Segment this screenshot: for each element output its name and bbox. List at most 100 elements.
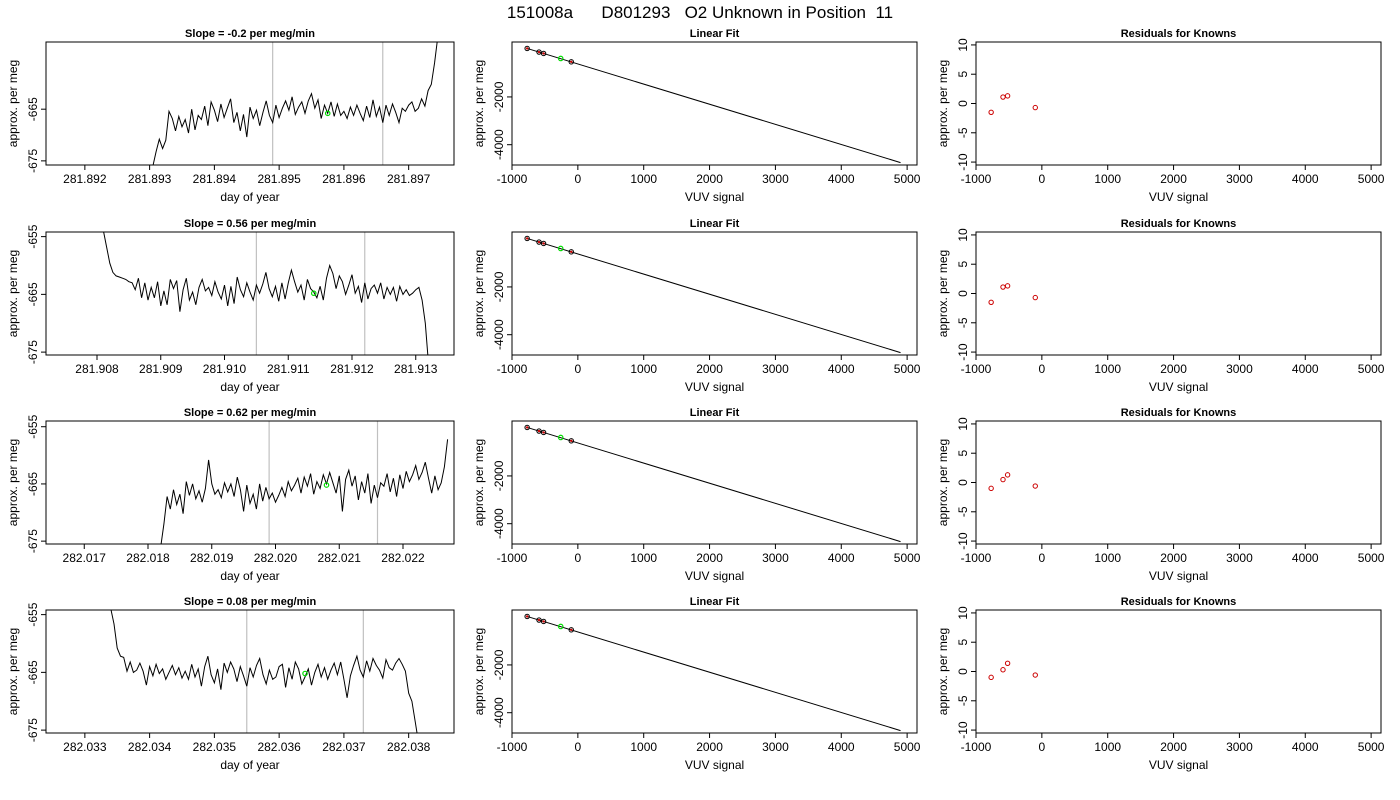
y-tick-label: -5 [956, 695, 970, 706]
x-axis-label: VUV signal [685, 758, 744, 772]
fit-line [527, 615, 901, 732]
y-tick-label: -10 [956, 153, 970, 171]
y-tick-label: -675 [26, 340, 40, 364]
panel-title: Linear Fit [690, 218, 740, 230]
known-point [540, 618, 547, 625]
fit-line [527, 47, 901, 164]
y-tick-label: -675 [26, 718, 40, 742]
plot-frame [975, 420, 1382, 545]
known-point [536, 239, 542, 245]
y-tick-label: 5 [956, 71, 970, 78]
x-tick-label: 282.019 [190, 551, 234, 565]
x-tick-label: 2000 [1160, 362, 1187, 376]
known-point-center [542, 431, 545, 434]
y-tick-label: 5 [956, 450, 970, 457]
x-tick-label: 281.893 [128, 172, 172, 186]
x-tick-label: 3000 [1226, 551, 1253, 565]
x-tick-label: 2000 [1160, 551, 1187, 565]
x-axis-label: VUV signal [1149, 758, 1208, 772]
known-point [536, 49, 542, 55]
x-tick-label: 282.033 [63, 740, 107, 754]
x-tick-label: 281.894 [193, 172, 237, 186]
x-tick-label: 4000 [828, 172, 855, 186]
plot-frame [511, 231, 918, 356]
y-tick-label: 0 [956, 479, 970, 486]
panel-title: Linear Fit [690, 596, 740, 608]
x-tick-label: 5000 [1358, 740, 1385, 754]
x-tick-label: 282.038 [387, 740, 431, 754]
residual-point [1004, 93, 1011, 99]
known-point [540, 50, 547, 57]
plot-frame [975, 231, 1382, 356]
x-tick-label: 281.908 [75, 362, 119, 376]
known-point [568, 438, 574, 444]
x-tick-label: 281.896 [322, 172, 366, 186]
x-tick-label: 1000 [630, 740, 657, 754]
x-tick-label: 0 [1039, 551, 1046, 565]
x-tick-label: 0 [575, 740, 582, 754]
x-tick-label: -1000 [497, 740, 528, 754]
y-tick-label: -675 [26, 529, 40, 553]
residual-point [988, 109, 994, 115]
residual-point [1000, 284, 1006, 290]
y-tick-label: -2000 [492, 81, 506, 112]
y-tick-label: -655 [26, 414, 40, 438]
known-point-center [537, 50, 541, 54]
x-tick-label: -1000 [961, 740, 992, 754]
residual-point [1004, 660, 1011, 666]
y-tick-label: 0 [956, 668, 970, 675]
time-series-line [110, 610, 418, 733]
y-tick-label: -2000 [492, 460, 506, 491]
x-tick-label: 3000 [1226, 362, 1253, 376]
plot-frame [511, 420, 918, 545]
x-axis-label: VUV signal [685, 380, 744, 394]
x-tick-label: 281.895 [257, 172, 301, 186]
x-tick-label: 281.913 [394, 362, 438, 376]
x-axis-label: VUV signal [1149, 190, 1208, 204]
y-tick-label: -10 [956, 721, 970, 739]
y-axis-label: approx. per meg [472, 60, 486, 147]
known-point [536, 428, 542, 434]
y-axis-label: approx. per meg [472, 250, 486, 337]
panel-title: Linear Fit [690, 28, 740, 40]
x-tick-label: 3000 [762, 172, 789, 186]
x-tick-label: 4000 [828, 362, 855, 376]
y-tick-label: 10 [956, 606, 970, 620]
known-point-center [537, 429, 541, 433]
fit-line [527, 237, 901, 354]
x-tick-label: 1000 [1094, 172, 1121, 186]
x-tick-label: -1000 [961, 172, 992, 186]
plot-frame [45, 41, 455, 166]
plot-frame [975, 41, 1382, 166]
x-tick-label: -1000 [961, 362, 992, 376]
x-tick-label: 281.912 [330, 362, 374, 376]
y-tick-label: -5 [956, 127, 970, 138]
plot-frame [511, 41, 918, 166]
known-point [568, 59, 574, 65]
x-axis-label: VUV signal [685, 569, 744, 583]
residual-point [1032, 483, 1038, 489]
x-tick-label: 4000 [1292, 362, 1319, 376]
x-tick-label: 281.892 [63, 172, 107, 186]
known-point-center [525, 237, 529, 240]
x-tick-label: 282.036 [257, 740, 301, 754]
known-point [536, 617, 542, 623]
residual-point [1032, 672, 1038, 678]
y-tick-label: -2000 [492, 649, 506, 680]
x-tick-label: 0 [1039, 172, 1046, 186]
x-tick-label: 282.037 [322, 740, 366, 754]
panel-title: Slope = 0.56 per meg/min [184, 218, 317, 230]
unknown-point [324, 110, 331, 117]
unknown-point [557, 245, 564, 252]
panel-title: Residuals for Knowns [1121, 407, 1237, 419]
y-tick-label: -5 [956, 506, 970, 517]
panel-3-1: Slope = 0.62 per meg/min 282.017 282.018 28… [6, 407, 455, 583]
x-tick-label: 1000 [1094, 551, 1121, 565]
x-tick-label: 281.910 [203, 362, 247, 376]
x-tick-label: 2000 [696, 362, 723, 376]
x-tick-label: 282.021 [318, 551, 362, 565]
x-tick-label: 282.020 [254, 551, 298, 565]
residual-point [1000, 476, 1006, 483]
x-tick-label: 3000 [762, 551, 789, 565]
time-series-line [152, 42, 438, 165]
